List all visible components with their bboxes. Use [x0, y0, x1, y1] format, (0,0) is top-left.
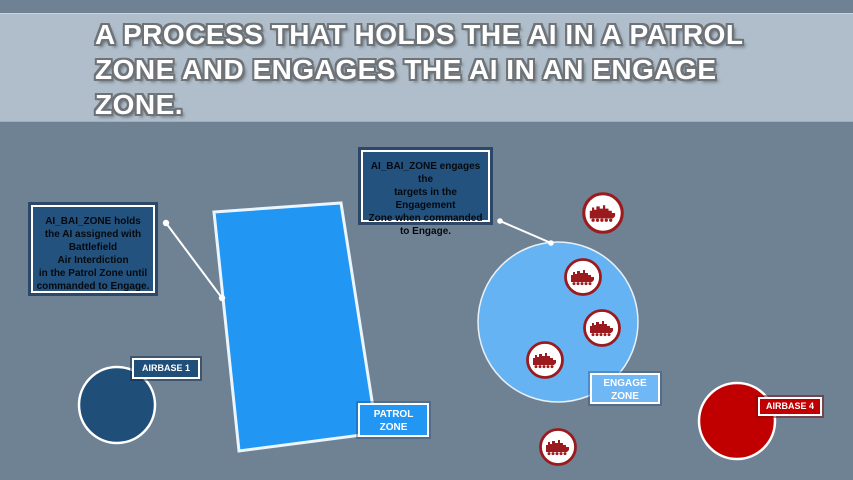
tank-icon [539, 428, 577, 466]
airbase-1-label: AIRBASE 1 [132, 358, 200, 379]
airbase-1-shape [77, 365, 157, 445]
engage-note-box: AI_BAI_ZONE engages the targets in the E… [361, 150, 490, 237]
tank-icon [583, 309, 621, 347]
patrol-note-box: AI_BAI_ZONE holds the AI assigned with B… [31, 205, 155, 293]
engage-zone-label: ENGAGE ZONE [590, 373, 660, 404]
patrol-zone-shape [212, 201, 379, 453]
title-banner [0, 13, 853, 122]
patrol-note-connector [162, 219, 226, 302]
tank-icon [526, 341, 564, 379]
airbase-4-shape [697, 381, 777, 461]
tank-icon [564, 258, 602, 296]
slide-title: A PROCESS THAT HOLDS THE AI IN A PATROL … [95, 19, 744, 120]
engage-note-connector [497, 218, 554, 246]
tank-icon [582, 192, 624, 234]
patrol-zone-label: PATROL ZONE [358, 403, 429, 437]
airbase-4-label: AIRBASE 4 [758, 397, 822, 416]
